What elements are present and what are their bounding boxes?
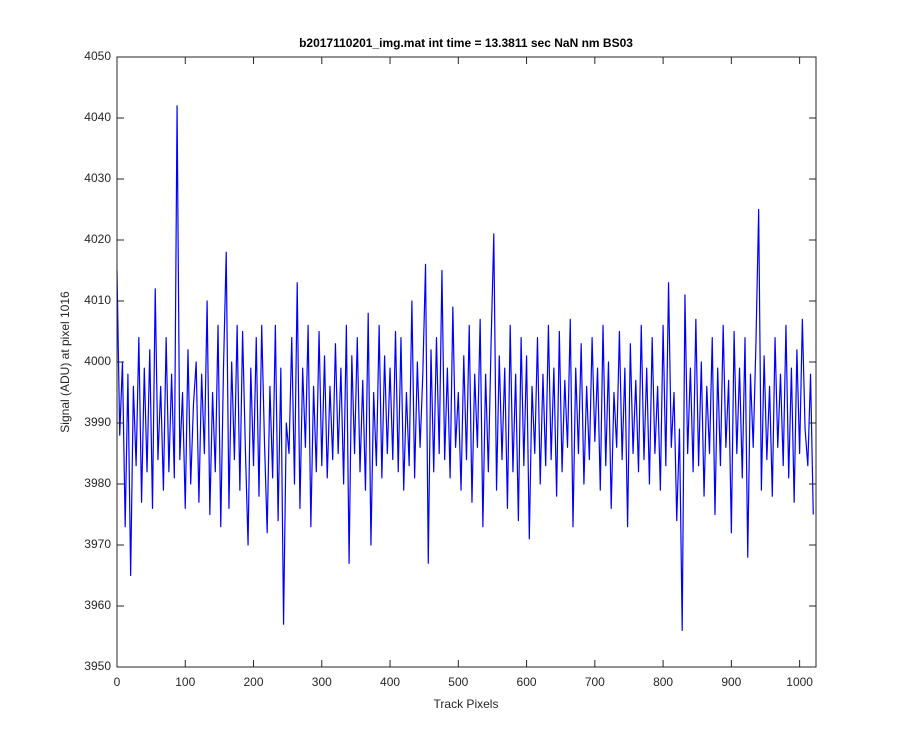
x-axis-label: Track Pixels xyxy=(434,697,499,711)
y-tick-label: 4000 xyxy=(84,354,111,368)
y-tick-label: 4010 xyxy=(84,293,111,307)
y-tick-label: 4020 xyxy=(84,232,111,246)
chart-title: b2017110201_img.mat int time = 13.3811 s… xyxy=(299,36,633,50)
x-tick-label: 700 xyxy=(585,675,605,689)
x-tick-label: 500 xyxy=(448,675,468,689)
x-tick-label: 400 xyxy=(380,675,400,689)
y-tick-label: 3960 xyxy=(84,598,111,612)
x-tick-label: 1000 xyxy=(786,675,813,689)
y-tick-label: 3970 xyxy=(84,537,111,551)
y-tick-label: 3950 xyxy=(84,659,111,673)
plot-area xyxy=(116,105,814,631)
y-tick-label: 3980 xyxy=(84,476,111,490)
x-tick-label: 0 xyxy=(114,675,121,689)
signal-line xyxy=(116,105,814,631)
y-tick-label: 4030 xyxy=(84,171,111,185)
y-tick-label: 4040 xyxy=(84,110,111,124)
x-tick-label: 100 xyxy=(175,675,195,689)
y-tick-label: 3990 xyxy=(84,415,111,429)
x-tick-label: 900 xyxy=(721,675,741,689)
x-tick-label: 600 xyxy=(517,675,537,689)
x-tick-label: 300 xyxy=(312,675,332,689)
y-tick-label: 4050 xyxy=(84,49,111,63)
x-tick-label: 800 xyxy=(653,675,673,689)
y-axis-label: Signal (ADU) at pixel 1016 xyxy=(58,291,72,433)
x-tick-label: 200 xyxy=(244,675,264,689)
